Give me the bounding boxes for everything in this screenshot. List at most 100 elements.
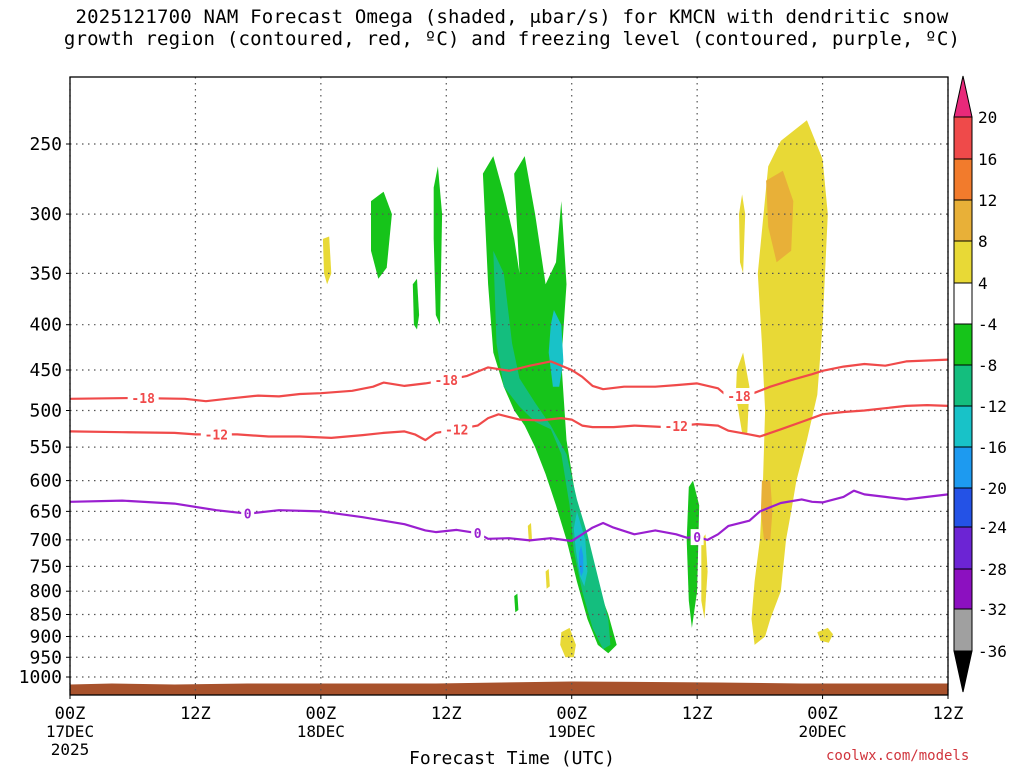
omega-region-green-plume-main <box>482 156 617 654</box>
omega-region-blue-core <box>579 545 584 577</box>
x-tick-date: 17DEC <box>46 722 94 741</box>
x-tick-date: 19DEC <box>548 722 596 741</box>
contour-label-bg <box>127 390 159 407</box>
colorbar-label: -28 <box>978 560 1007 579</box>
contour-label--12: -12 <box>664 420 687 435</box>
x-tick-label: 12Z <box>180 704 211 724</box>
x-tick-label: 00Z <box>807 704 838 724</box>
x-tick-label: 12Z <box>933 704 964 724</box>
y-tick-label: 650 <box>29 501 62 522</box>
omega-region-green-sliver-1 <box>433 166 443 325</box>
colorbar-label: -20 <box>978 479 1007 498</box>
omega-region-orange-top <box>766 170 794 263</box>
colorbar-label: -32 <box>978 600 1007 619</box>
plot-frame <box>69 76 949 696</box>
contour-lines: -18 -18 -18 -12 -12 -12 0 0 0 <box>69 358 949 546</box>
colorbar-swatch <box>953 116 973 160</box>
colorbar-label: -24 <box>978 518 1007 537</box>
chart-title: 2025121700 NAM Forecast Omega (shaded, μ… <box>0 6 1024 50</box>
colorbar-label: -12 <box>978 397 1007 416</box>
omega-region-green-sliver-3 <box>686 480 700 628</box>
omega-region-yellow-speck-1 <box>527 523 532 543</box>
contour-label-bg <box>441 421 473 438</box>
y-tick-label: 1000 <box>19 667 62 688</box>
ground-terrain <box>70 681 948 695</box>
colorbar-swatch <box>953 405 973 448</box>
omega-region-green-blob-1 <box>371 191 392 279</box>
colorbar-label: 12 <box>978 191 997 210</box>
y-tick-label: 450 <box>29 360 62 381</box>
colorbar-label: -4 <box>978 315 997 334</box>
x-tick-label: 00Z <box>55 704 86 724</box>
colorbar-label: 16 <box>978 150 997 169</box>
contour-label--18: -18 <box>435 374 459 389</box>
colorbar-swatch <box>953 158 973 201</box>
colorbar-label: -8 <box>978 356 997 375</box>
contour-label--18: -18 <box>131 392 155 407</box>
contour-label-bg <box>723 388 755 405</box>
contour-label--12: -12 <box>445 423 468 438</box>
omega-region-yellow-sfc-blob <box>560 627 576 658</box>
contour-label--18: -18 <box>727 390 751 405</box>
colorbar-swatch <box>953 282 973 325</box>
colorbar-label: -16 <box>978 438 1007 457</box>
x-tick-date: 18DEC <box>297 722 345 741</box>
contour-line--12 <box>69 404 949 442</box>
y-tick-label: 950 <box>29 647 62 668</box>
contour-label-bg <box>430 372 462 389</box>
colorbar-swatch-top <box>953 75 973 118</box>
contour-label-bg <box>660 418 692 435</box>
y-axis-ticks: 2503003504004505005506006507007508008509… <box>19 134 70 688</box>
y-tick-label: 300 <box>29 204 62 225</box>
y-tick-label: 400 <box>29 315 62 336</box>
y-tick-label: 700 <box>29 530 62 551</box>
x-tick-date: 20DEC <box>798 722 846 741</box>
y-tick-label: 500 <box>29 401 62 422</box>
colorbar-swatch <box>953 199 973 242</box>
colorbar-label: -36 <box>978 642 1007 661</box>
y-tick-label: 750 <box>29 556 62 577</box>
credit-link[interactable]: coolwx.com/models <box>826 748 970 764</box>
contour-label-0: 0 <box>244 508 252 523</box>
y-tick-label: 600 <box>29 471 62 492</box>
colorbar-label: 20 <box>978 108 997 127</box>
x-tick-year: 2025 <box>51 740 90 759</box>
colorbar-swatch <box>953 240 973 284</box>
y-tick-label: 350 <box>29 263 62 284</box>
colorbar-swatch <box>953 608 973 652</box>
contour-label--12: -12 <box>205 428 228 443</box>
contour-label-0: 0 <box>693 531 701 546</box>
y-tick-label: 800 <box>29 581 62 602</box>
colorbar-swatch-bottom <box>953 650 973 693</box>
colorbar-swatch <box>953 323 973 366</box>
colorbar-label: 8 <box>978 232 988 251</box>
omega-region-cyan-core-upper <box>548 310 564 387</box>
omega-region-yellow-low-blob <box>817 627 833 643</box>
colorbar-swatch <box>953 487 973 528</box>
ground-layer <box>70 681 948 695</box>
y-tick-label: 550 <box>29 437 62 458</box>
contour-label-bg <box>241 505 255 522</box>
colorbar-label: 4 <box>978 274 988 293</box>
x-tick-label: 00Z <box>305 704 336 724</box>
colorbar-swatch <box>953 568 973 610</box>
colorbar-swatch <box>953 526 973 570</box>
omega-colorbar: 20 16 12 8 4 -4 -8 -12 -16 -20 -24 -28 -32 -36 <box>953 75 1007 693</box>
omega-region-orange-low <box>760 480 773 540</box>
contour-label-bg <box>690 529 704 546</box>
contour-line-0 <box>69 489 949 543</box>
chart-title-line-1: 2025121700 NAM Forecast Omega (shaded, μ… <box>75 6 949 28</box>
omega-region-yellow-mid-left <box>701 534 708 619</box>
x-tick-label: 00Z <box>556 704 587 724</box>
omega-region-green-speck <box>514 593 519 613</box>
omega-region-yellow-sliver-left <box>739 194 746 274</box>
contour-line--18 <box>69 358 949 403</box>
contour-label-bg <box>200 426 232 443</box>
omega-region-yellow-left-top <box>322 236 332 285</box>
plot-border <box>69 76 949 696</box>
x-tick-label: 12Z <box>431 704 462 724</box>
omega-region-yellow-speck-2 <box>545 568 550 589</box>
contour-label-bg <box>471 525 485 542</box>
